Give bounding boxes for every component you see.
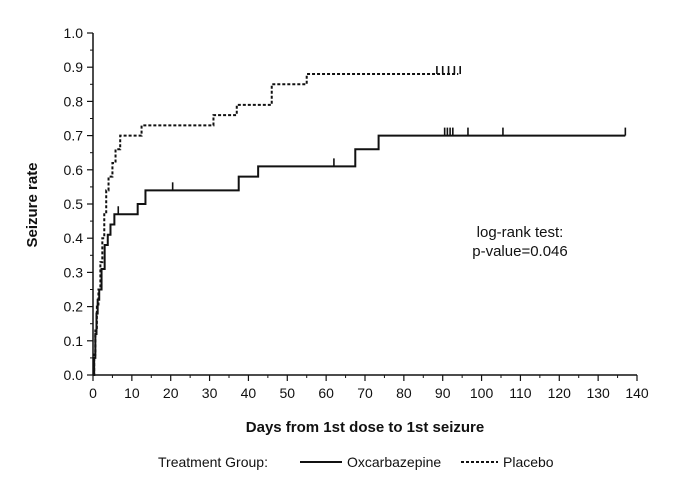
x-tick-label: 40 [241,385,257,401]
y-tick-label: 0.4 [64,230,84,246]
y-tick-label: 0.2 [64,299,84,315]
x-tick-label: 140 [625,385,649,401]
x-tick-label: 10 [124,385,140,401]
legend-title: Treatment Group: [158,454,268,470]
x-tick-label: 120 [548,385,572,401]
x-tick-label: 20 [163,385,179,401]
x-tick-label: 70 [357,385,373,401]
pvalue-label: p-value=0.046 [472,243,568,260]
x-tick-label: 80 [396,385,412,401]
series-layer [93,66,627,376]
x-tick-label: 30 [202,385,218,401]
x-tick-label: 90 [435,385,451,401]
y-tick-label: 1.0 [64,25,84,41]
legend-entry-oxcarbazepine: Oxcarbazepine [347,454,441,470]
x-tick-label: 50 [279,385,295,401]
x-tick-label: 130 [586,385,610,401]
y-tick-label: 0.9 [64,59,84,75]
y-tick-label: 0.3 [64,264,84,280]
x-tick-label: 60 [318,385,334,401]
y-tick-label: 0.5 [64,196,84,212]
logrank-label: log-rank test: [477,224,564,241]
y-tick-label: 0.8 [64,93,84,109]
y-axis-ticks: 0.0 0.1 0.2 0.3 0.4 0.5 0.6 0.7 0.8 0.9 1.0 [64,25,93,383]
y-axis-title: Seizure rate [24,162,41,247]
axes [92,33,637,376]
x-axis-title: Days from 1st dose to 1st seizure [246,419,484,436]
x-axis-ticks: 0 10 20 30 40 50 60 70 80 90 100 110 120 130 140 [89,375,649,401]
series-line-placebo [93,73,459,376]
y-tick-label: 0.0 [64,367,84,383]
x-tick-label: 110 [509,385,532,401]
legend-entry-placebo: Placebo [503,454,554,470]
x-tick-label: 0 [89,385,97,401]
y-tick-label: 0.6 [64,162,84,178]
x-tick-label: 100 [470,385,494,401]
y-tick-label: 0.1 [64,333,84,349]
legend: Treatment Group: Oxcarbazepine Placebo [158,454,554,470]
y-tick-label: 0.7 [64,128,84,144]
